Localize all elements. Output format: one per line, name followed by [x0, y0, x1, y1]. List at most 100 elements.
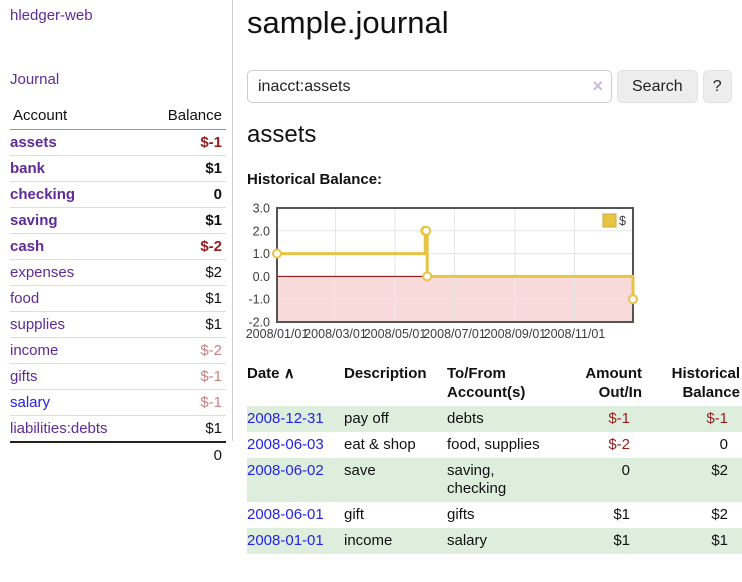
transaction-amount: $-1	[608, 410, 630, 427]
account-link-food[interactable]: food	[10, 290, 40, 307]
register-header-description: Description	[344, 365, 427, 382]
transaction-balance: $1	[711, 532, 728, 549]
search-button[interactable]: Search	[617, 70, 698, 103]
transaction-description: pay off	[344, 410, 389, 427]
svg-text:2008/05/01: 2008/05/01	[364, 327, 427, 341]
account-balance: $-1	[142, 363, 226, 390]
account-row-gifts: gifts $-1	[10, 363, 226, 390]
svg-text:0.0: 0.0	[253, 270, 270, 284]
transaction-date-link[interactable]: 2008-01-01	[247, 532, 324, 549]
transaction-accounts: gifts	[447, 506, 475, 523]
chart-title: Historical Balance:	[247, 171, 383, 188]
register-row: 2008-06-03 eat & shop food, supplies $-2…	[247, 432, 742, 458]
account-link-liabilities-debts[interactable]: liabilities:debts	[10, 420, 108, 437]
transaction-date-link[interactable]: 2008-06-01	[247, 506, 324, 523]
account-link-salary[interactable]: salary	[10, 394, 51, 411]
historical-balance-chart: 3.0 2.0 1.0 0.0 -1.0 -2.02008/01/012008/03/01…	[246, 202, 638, 341]
accounts-header-account: Account	[10, 104, 143, 130]
svg-text:2008/11/01: 2008/11/01	[544, 327, 606, 341]
sort-asc-icon: ∧	[283, 365, 295, 382]
transaction-accounts: saving, checking	[447, 462, 507, 497]
register-header-accounts: To/From Account(s)	[447, 365, 526, 401]
account-row-checking: checking 0	[10, 181, 226, 208]
svg-text:1.0: 1.0	[253, 247, 270, 261]
register-header-row: Date ∧ Description To/From Account(s) Am…	[247, 362, 742, 406]
account-balance: $-2	[142, 337, 226, 364]
account-link-supplies[interactable]: supplies	[10, 316, 66, 333]
accounts-total-row: 0	[10, 441, 226, 468]
transaction-date-link[interactable]: 2008-06-02	[247, 462, 324, 479]
account-row-saving: saving $1	[10, 207, 226, 234]
search-form: × Search ?	[247, 70, 732, 103]
account-link-checking[interactable]: checking	[10, 186, 76, 203]
transaction-balance: $2	[711, 462, 728, 479]
account-row-salary: salary $-1	[10, 389, 226, 416]
search-input[interactable]	[247, 70, 612, 103]
register-header-amount: Amount Out/In	[585, 365, 642, 401]
account-row-bank: bank $1	[10, 155, 226, 182]
account-balance: $1	[142, 207, 226, 234]
svg-text:-1.0: -1.0	[248, 293, 270, 307]
accounts-header-row: Account Balance	[10, 104, 226, 130]
account-heading: assets	[247, 121, 317, 148]
transaction-amount: $1	[613, 532, 630, 549]
account-row-assets: assets $-1	[10, 130, 226, 156]
transaction-description: income	[344, 532, 393, 549]
account-row-supplies: supplies $1	[10, 311, 226, 338]
help-button[interactable]: ?	[702, 70, 732, 103]
transaction-accounts: debts	[447, 410, 484, 427]
account-link-cash[interactable]: cash	[10, 238, 45, 255]
transaction-accounts: food, supplies	[447, 436, 540, 453]
main-content: sample.journal × Search ? assets Histori…	[246, 0, 742, 582]
sidebar-item-journal[interactable]: Journal	[10, 71, 60, 88]
transaction-date-link[interactable]: 2008-06-03	[247, 436, 324, 453]
account-link-saving[interactable]: saving	[10, 212, 58, 229]
account-link-income[interactable]: income	[10, 342, 59, 359]
transaction-description: save	[344, 462, 376, 479]
register-row: 2008-12-31 pay off debts $-1 $-1	[247, 406, 742, 432]
transaction-amount: $-2	[608, 436, 630, 453]
svg-text:2.0: 2.0	[253, 224, 270, 238]
account-row-income: income $-2	[10, 337, 226, 364]
page-title: sample.journal	[247, 5, 449, 40]
transaction-balance: 0	[719, 436, 728, 453]
transaction-balance: $-1	[706, 410, 728, 427]
account-balance: $2	[142, 259, 226, 286]
register-header-balance: Historical Balance	[671, 365, 740, 401]
register-row: 2008-01-01 income salary $1 $1	[247, 528, 742, 554]
transaction-description: eat & shop	[344, 436, 416, 453]
account-link-assets[interactable]: assets	[10, 134, 57, 151]
register-row: 2008-06-01 gift gifts $1 $2	[247, 502, 742, 528]
account-balance: $1	[142, 155, 226, 182]
transaction-balance: $2	[711, 506, 728, 523]
account-balance: $1	[142, 415, 226, 442]
account-row-liabilities-debts: liabilities:debts $1	[10, 415, 226, 442]
svg-text:$: $	[619, 214, 626, 228]
clear-search-icon[interactable]: ×	[592, 76, 603, 96]
account-link-bank[interactable]: bank	[10, 160, 46, 177]
accounts-total-balance: 0	[142, 441, 226, 468]
transaction-accounts: salary	[447, 532, 488, 549]
transaction-amount: $1	[613, 506, 630, 523]
accounts-header-balance: Balance	[142, 104, 226, 130]
account-row-cash: cash $-2	[10, 233, 226, 260]
account-balance: 0	[142, 181, 226, 208]
svg-text:-2.0: -2.0	[248, 316, 270, 330]
account-link-gifts[interactable]: gifts	[10, 368, 38, 385]
account-balance: $1	[142, 285, 226, 312]
transaction-description: gift	[344, 506, 365, 523]
brand-link[interactable]: hledger-web	[10, 7, 93, 24]
svg-text:2008/07/01: 2008/07/01	[423, 327, 486, 341]
transaction-amount: 0	[621, 462, 630, 479]
svg-text:3.0: 3.0	[253, 202, 270, 216]
account-balance: $-1	[142, 389, 226, 416]
transaction-date-link[interactable]: 2008-12-31	[247, 410, 324, 427]
account-row-food: food $1	[10, 285, 226, 312]
accounts-table: Account Balance assets $-1 bank $1 check…	[10, 104, 226, 468]
svg-text:2008/01/01: 2008/01/01	[246, 327, 309, 341]
account-row-expenses: expenses $2	[10, 259, 226, 286]
account-link-expenses[interactable]: expenses	[10, 264, 75, 281]
register-header-date[interactable]: Date ∧	[247, 365, 295, 382]
register-row: 2008-06-02 save saving, checking 0 $2	[247, 458, 742, 502]
account-balance: $-2	[142, 233, 226, 260]
